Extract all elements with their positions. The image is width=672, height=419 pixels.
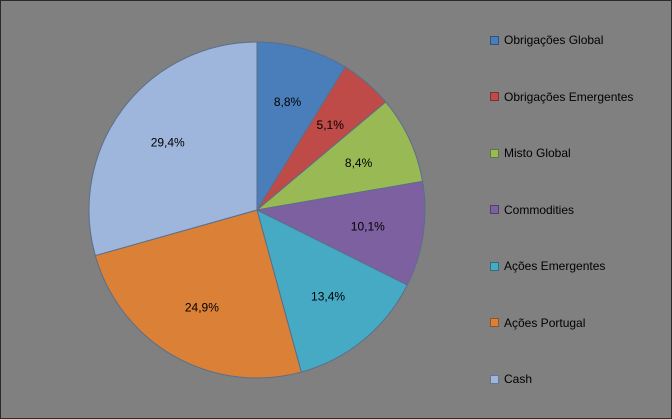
pie-data-labels: 8,8% 5,1% 8,4% 10,1% 13,4% 24,9% 29,4% <box>151 95 385 314</box>
legend-swatch <box>490 261 499 271</box>
legend-item: Cash <box>490 371 532 387</box>
legend-label: Commodities <box>504 202 575 217</box>
legend-item: Obrigações Emergentes <box>490 89 633 105</box>
legend-label: Obrigações Emergentes <box>504 89 634 104</box>
legend-item: Ações Emergentes <box>490 258 605 274</box>
data-label: 8,8% <box>274 95 302 109</box>
data-label: 13,4% <box>311 290 345 304</box>
pie-slice-misto-global <box>255 101 424 211</box>
pie-slice-commodities <box>255 180 426 286</box>
legend-item: Misto Global <box>490 145 571 161</box>
legend-swatch <box>490 205 499 214</box>
legend-item: Ações Portugal <box>490 315 585 331</box>
pie-slices <box>88 41 426 379</box>
legend-swatch <box>490 92 499 101</box>
data-label: 24,9% <box>185 300 219 314</box>
legend-item: Obrigações Global <box>490 32 603 48</box>
legend-swatch <box>490 374 499 384</box>
legend-label: Misto Global <box>504 146 571 160</box>
data-label: 8,4% <box>345 156 373 170</box>
legend-swatch <box>490 148 499 158</box>
data-label: 29,4% <box>151 135 185 149</box>
pie-slice-cash <box>88 41 258 257</box>
legend-label: Obrigações Global <box>504 33 604 47</box>
legend-label: Ações Portugal <box>504 315 586 330</box>
legend-swatch <box>490 318 499 327</box>
data-label: 5,1% <box>317 118 345 132</box>
legend-swatch <box>490 35 499 45</box>
legend-item: Commodities <box>490 202 574 218</box>
data-label: 10,1% <box>351 219 385 233</box>
legend-label: Ações Emergentes <box>504 259 606 273</box>
pie-slice-acoes-emergentes <box>256 209 408 373</box>
legend-label: Cash <box>504 372 533 386</box>
pie-slice-acoes-portugal <box>94 209 302 379</box>
pie-slice-obrigacoes-global <box>256 41 346 212</box>
